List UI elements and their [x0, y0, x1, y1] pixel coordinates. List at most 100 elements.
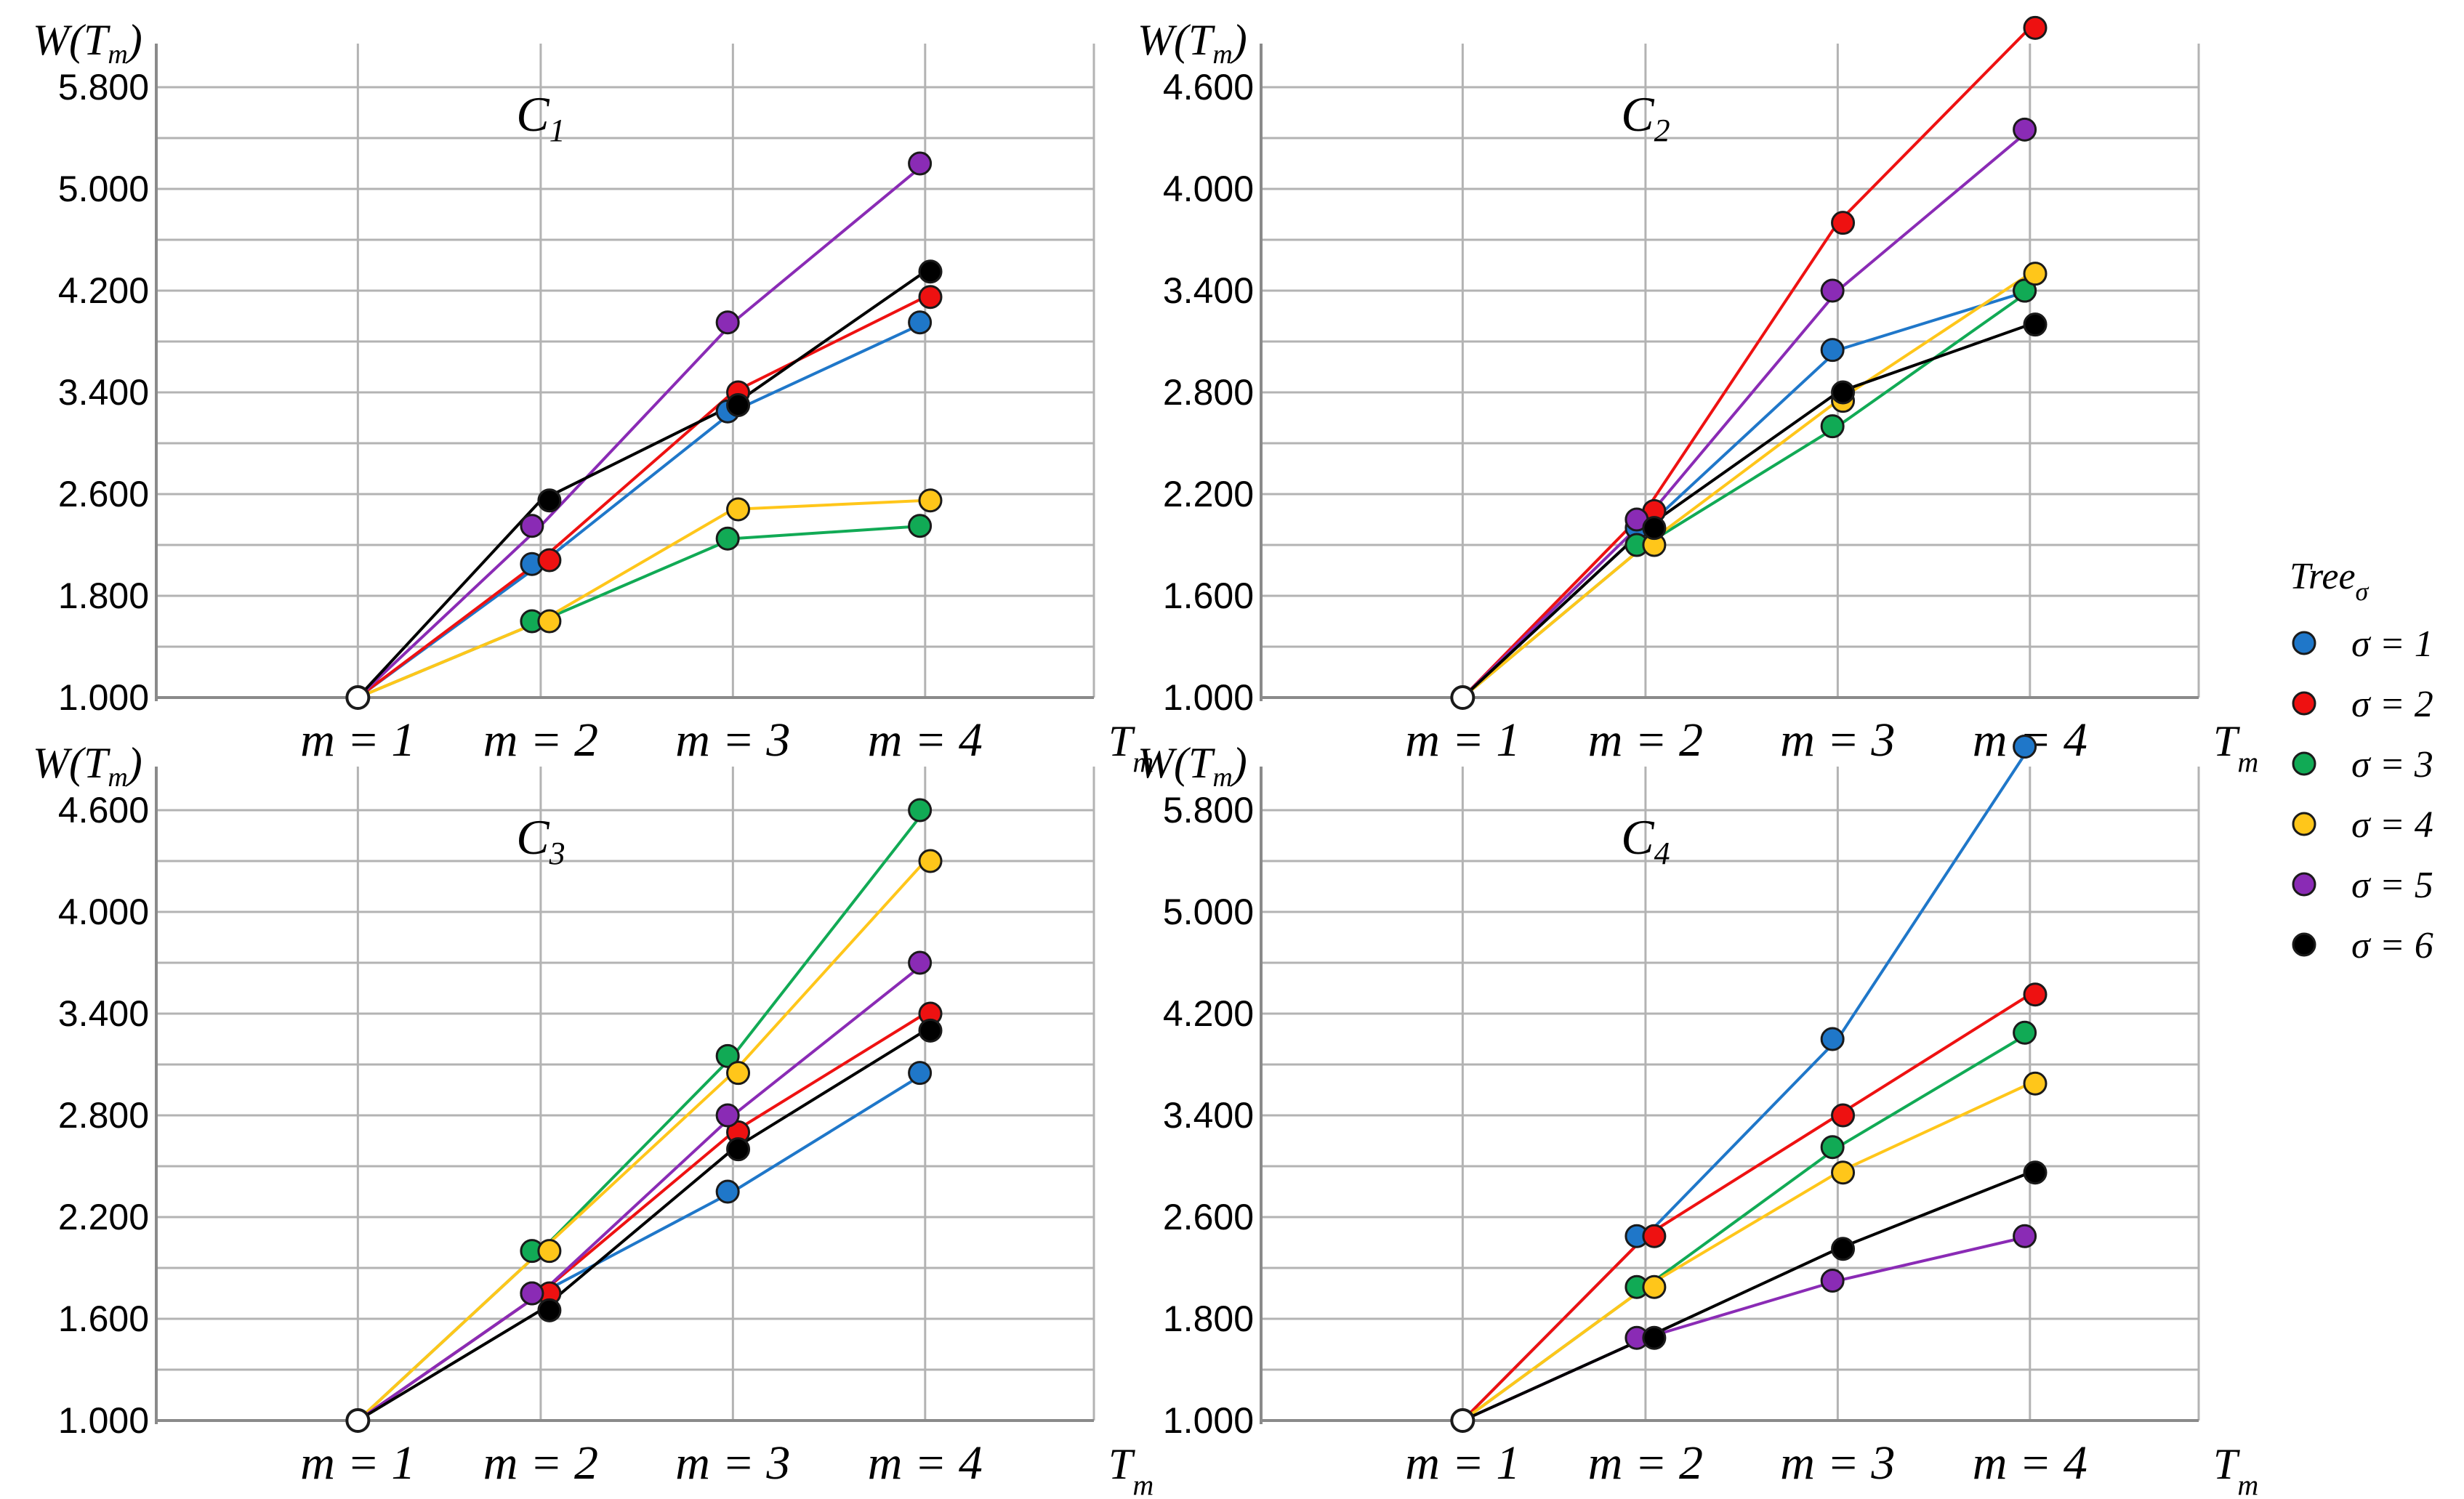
x-category-label: m = 1	[300, 714, 415, 767]
data-point	[715, 1103, 740, 1128]
legend-marker-1	[2292, 631, 2316, 655]
series-line-5	[357, 961, 927, 1422]
data-point-origin	[1450, 685, 1475, 710]
data-point	[1831, 1160, 1856, 1185]
y-axis-title: W(Tm)	[33, 16, 142, 70]
y-tick-label: 1.000	[58, 1400, 149, 1441]
data-point	[520, 514, 544, 538]
data-point	[2023, 262, 2048, 286]
data-point	[537, 1298, 562, 1322]
x-category-label: m = 2	[483, 714, 598, 767]
panel-title: C1	[516, 86, 565, 148]
data-point	[2023, 312, 2048, 337]
legend-marker-5	[2292, 872, 2316, 897]
y-tick-label: 3.400	[1163, 1095, 1254, 1136]
data-point	[918, 488, 943, 513]
legend-label-4: σ = 4	[2351, 804, 2433, 846]
data-point	[537, 609, 562, 634]
x-category-label: m = 1	[300, 1437, 415, 1490]
data-point	[2013, 1020, 2037, 1045]
data-point	[908, 950, 933, 975]
panel-4: 1.000 1.800 2.600 3.400 4.200 5.000 5.800W(Tm)…	[1138, 735, 2258, 1499]
y-tick-label: 3.400	[58, 372, 149, 413]
series-line-6	[1462, 1171, 2031, 1422]
y-tick-label: 2.600	[58, 474, 149, 514]
y-tick-label: 5.800	[1163, 790, 1254, 831]
y-axis-title: W(Tm)	[1138, 739, 1247, 793]
data-point	[1820, 1135, 1845, 1160]
data-point	[715, 1043, 740, 1068]
y-tick-label: 4.600	[58, 790, 149, 831]
data-point	[1642, 1274, 1667, 1299]
data-point	[726, 1137, 751, 1162]
data-point	[715, 1179, 740, 1204]
panel-1: 1.000 1.800 2.600 3.400 4.200 5.000 5.800W(Tm)…	[33, 16, 1154, 778]
panel-3: 1.000 1.600 2.200 2.800 3.400 4.000 4.600W(Tm)…	[33, 739, 1154, 1499]
panel-2: 1.000 1.600 2.200 2.800 3.400 4.000 4.600W(Tm)…	[1138, 15, 2258, 778]
data-point	[726, 1061, 751, 1086]
x-category-label: m = 3	[675, 714, 790, 767]
y-tick-label: 1.000	[1163, 677, 1254, 718]
x-axis-title: Tm	[2213, 717, 2258, 778]
series-line-1	[357, 320, 926, 699]
x-category-label: m = 4	[1973, 1437, 2087, 1490]
data-point	[715, 310, 740, 335]
series-line-4	[1462, 272, 2031, 699]
y-tick-label: 1.000	[58, 677, 149, 718]
x-axis-title: Tm	[2213, 1440, 2258, 1499]
series-line-2	[1461, 993, 2031, 1422]
data-point	[2023, 1071, 2048, 1096]
series-line-3	[357, 524, 925, 699]
y-tick-label: 2.200	[58, 1197, 149, 1237]
data-point-origin	[1450, 1408, 1475, 1433]
data-point	[1820, 338, 1845, 363]
panel-title: C3	[516, 809, 565, 871]
data-point	[726, 393, 751, 417]
data-point-origin	[345, 685, 371, 710]
series-line-6	[356, 270, 926, 699]
series-line-5	[1461, 128, 2032, 699]
data-point	[1642, 516, 1667, 541]
legend: Treeσ σ = 1 σ = 2 σ = 3 σ = 4 σ = 5 σ = 6	[2290, 556, 2433, 966]
y-tick-label: 5.000	[58, 169, 149, 209]
x-category-label: m = 2	[1588, 1437, 1703, 1490]
data-point-origin	[345, 1408, 371, 1433]
y-tick-label: 3.400	[1163, 270, 1254, 311]
legend-marker-2	[2292, 691, 2316, 716]
x-category-label: m = 2	[483, 1437, 598, 1490]
data-point	[908, 514, 933, 538]
data-point	[1820, 414, 1845, 439]
y-axis-title: W(Tm)	[33, 739, 142, 793]
series-line-6	[357, 1029, 926, 1422]
data-point	[2023, 15, 2048, 40]
x-category-label: m = 4	[868, 714, 983, 767]
x-category-label: m = 3	[675, 1437, 790, 1490]
data-point	[1820, 1027, 1845, 1051]
y-tick-label: 2.200	[1163, 474, 1254, 514]
data-point	[726, 497, 751, 522]
data-point	[1831, 380, 1856, 405]
data-point	[918, 849, 943, 873]
y-tick-label: 1.800	[58, 575, 149, 616]
series-line-5	[356, 162, 927, 699]
data-point	[1820, 278, 1845, 303]
panel-title: C2	[1621, 86, 1670, 148]
data-point	[2013, 117, 2037, 142]
y-tick-label: 2.800	[58, 1095, 149, 1136]
legend-marker-6	[2292, 932, 2316, 957]
y-tick-label: 4.200	[58, 270, 149, 311]
data-point	[1642, 1325, 1667, 1350]
data-point	[2013, 1224, 2037, 1248]
y-tick-label: 4.000	[1163, 169, 1254, 209]
y-tick-label: 1.600	[58, 1298, 149, 1339]
data-point	[1831, 1237, 1856, 1261]
y-tick-label: 4.600	[1163, 67, 1254, 108]
data-point	[715, 526, 740, 551]
x-category-label: m = 3	[1780, 1437, 1895, 1490]
legend-label-2: σ = 2	[2351, 684, 2433, 725]
y-tick-label: 1.600	[1163, 575, 1254, 616]
x-category-label: m = 1	[1405, 714, 1520, 767]
series-line-4	[1462, 1082, 2031, 1422]
data-point	[537, 1239, 562, 1264]
